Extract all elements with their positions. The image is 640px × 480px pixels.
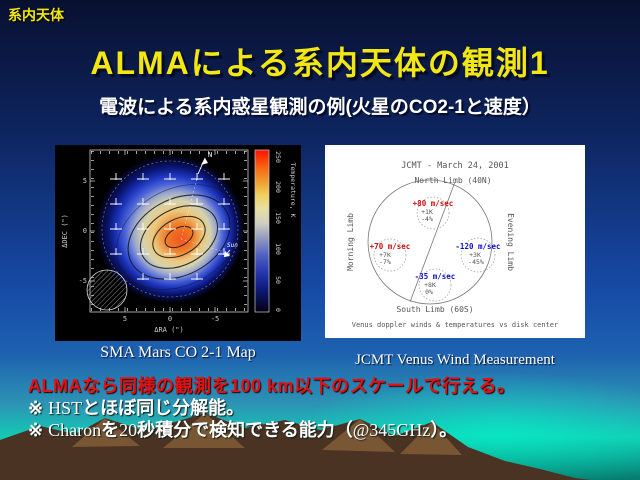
integration-seconds: 20 <box>119 420 138 440</box>
pct-value: -7% <box>379 258 391 266</box>
plot-frame <box>89 149 249 313</box>
colorbar-tick: 0 <box>274 308 282 312</box>
temp-value: +3K <box>469 251 481 259</box>
mars-co-map-figure: N Sun 5 0 -5 5 0 -5 ΔDEC (") <box>55 145 301 341</box>
mars-axis-labels: 5 0 -5 5 0 -5 ΔDEC (") ΔRA (") <box>61 177 219 334</box>
hst-text-rest: とほぼ同じ分解能。 <box>82 398 245 418</box>
mountain-backdrop <box>0 413 590 480</box>
colorbar-tick: 50 <box>274 276 282 284</box>
y-tick: -5 <box>79 277 87 285</box>
venus-wind-plot: JCMT - March 24, 2001 North Limb (40N) +… <box>325 145 585 338</box>
mars-co-map-plot: N Sun 5 0 -5 5 0 -5 ΔDEC (") <box>55 145 301 341</box>
bottom-line-hst: ※ HSTとほぼ同じ分解能。 <box>28 397 628 419</box>
x-tick: 0 <box>168 315 172 323</box>
temp-value: +8K <box>424 281 436 289</box>
beam-circle <box>86 269 128 311</box>
venus-caption: JCMT Venus Wind Measurement <box>355 352 555 368</box>
colorbar-tick: 200 <box>274 181 282 193</box>
pct-value: -4% <box>421 215 433 223</box>
venus-wind-figure: JCMT - March 24, 2001 North Limb (40N) +… <box>325 145 585 338</box>
bullet-mark: ※ <box>28 420 49 440</box>
terminator-line <box>409 181 456 303</box>
wind-speed-value: +70 m/sec <box>370 242 411 251</box>
measurement-evening: -120 m/sec +3K -45% <box>455 242 500 266</box>
x-axis-label: ΔRA (") <box>154 326 184 334</box>
x-tick: 5 <box>123 315 127 323</box>
y-tick: 0 <box>83 227 87 235</box>
measurement-morning: +70 m/sec +7K -7% <box>370 242 411 266</box>
wind-speed-value: -35 m/sec <box>415 272 456 281</box>
y-axis-label: ΔDEC (") <box>61 214 69 248</box>
bottom-text-block: ALMAなら同様の観測を100 km以下のスケールで行える。 ※ HSTとほぼ同… <box>28 375 628 441</box>
venus-footnote: Venus doppler winds & temperatures vs di… <box>352 321 559 329</box>
wind-speed-value: -120 m/sec <box>455 242 500 251</box>
measurement-apertures <box>373 196 496 302</box>
north-arrowhead <box>201 158 208 165</box>
slide-subtitle: 電波による系内惑星観測の例(火星のCO2-1と速度） <box>99 97 541 118</box>
mountain-silhouette <box>0 413 590 480</box>
south-limb-label: South Limb (60S) <box>396 305 473 314</box>
corner-label: 系内天体 <box>8 7 64 23</box>
mars-limb-circle <box>101 160 239 298</box>
x-tick: -5 <box>211 315 219 323</box>
morning-limb-label: Morning Limb <box>346 213 355 271</box>
evening-limb-label: Evening Limb <box>506 213 515 271</box>
venus-disk <box>367 179 493 305</box>
charon-text-mid: 秒積分で検知できる能力（ <box>137 420 353 440</box>
frequency-text: @345GHz <box>352 420 431 440</box>
sun-arrowhead <box>224 251 230 257</box>
wind-speed-value: +80 m/sec <box>413 199 454 208</box>
charon-text-end: ）。 <box>430 420 458 440</box>
venus-plot-title: JCMT - March 24, 2001 <box>401 161 508 171</box>
colorbar-axis-label: Temperature, K <box>289 163 297 218</box>
temperature-colorbar <box>254 149 270 313</box>
colorbar-labels: 0 50 100 150 200 250 Temperature, K <box>274 151 297 312</box>
north-limb-label: North Limb (40N) <box>414 176 491 185</box>
sun-arrow-label: Sun <box>227 242 238 249</box>
measurement-south: -35 m/sec +8K 0% <box>415 272 456 296</box>
temp-value: +7K <box>379 251 391 259</box>
bullet-mark: ※ <box>28 398 49 418</box>
temp-value: +1K <box>421 208 433 216</box>
colorbar-tick: 250 <box>274 151 282 163</box>
measurement-north: +80 m/sec +1K -4% <box>413 199 454 223</box>
slide-title: ALMAによる系内天体の観測1 <box>90 45 550 81</box>
pct-value: 0% <box>425 288 433 296</box>
north-arrow-label: N <box>208 151 212 159</box>
bottom-line-charon: ※ Charonを20秒積分で検知できる能力（@345GHz）。 <box>28 419 628 441</box>
hst-text: HST <box>48 398 83 418</box>
charon-particle: を <box>101 420 120 440</box>
y-tick: 5 <box>83 177 87 185</box>
mars-caption: SMA Mars CO 2-1 Map <box>100 344 256 361</box>
bottom-line-alma: ALMAなら同様の観測を100 km以下のスケールで行える。 <box>28 376 516 396</box>
colorbar-tick: 100 <box>274 243 282 255</box>
mountain-highlights <box>72 413 462 455</box>
charon-text: Charon <box>48 420 102 440</box>
pct-value: -45% <box>468 258 484 266</box>
colorbar-tick: 150 <box>274 212 282 224</box>
